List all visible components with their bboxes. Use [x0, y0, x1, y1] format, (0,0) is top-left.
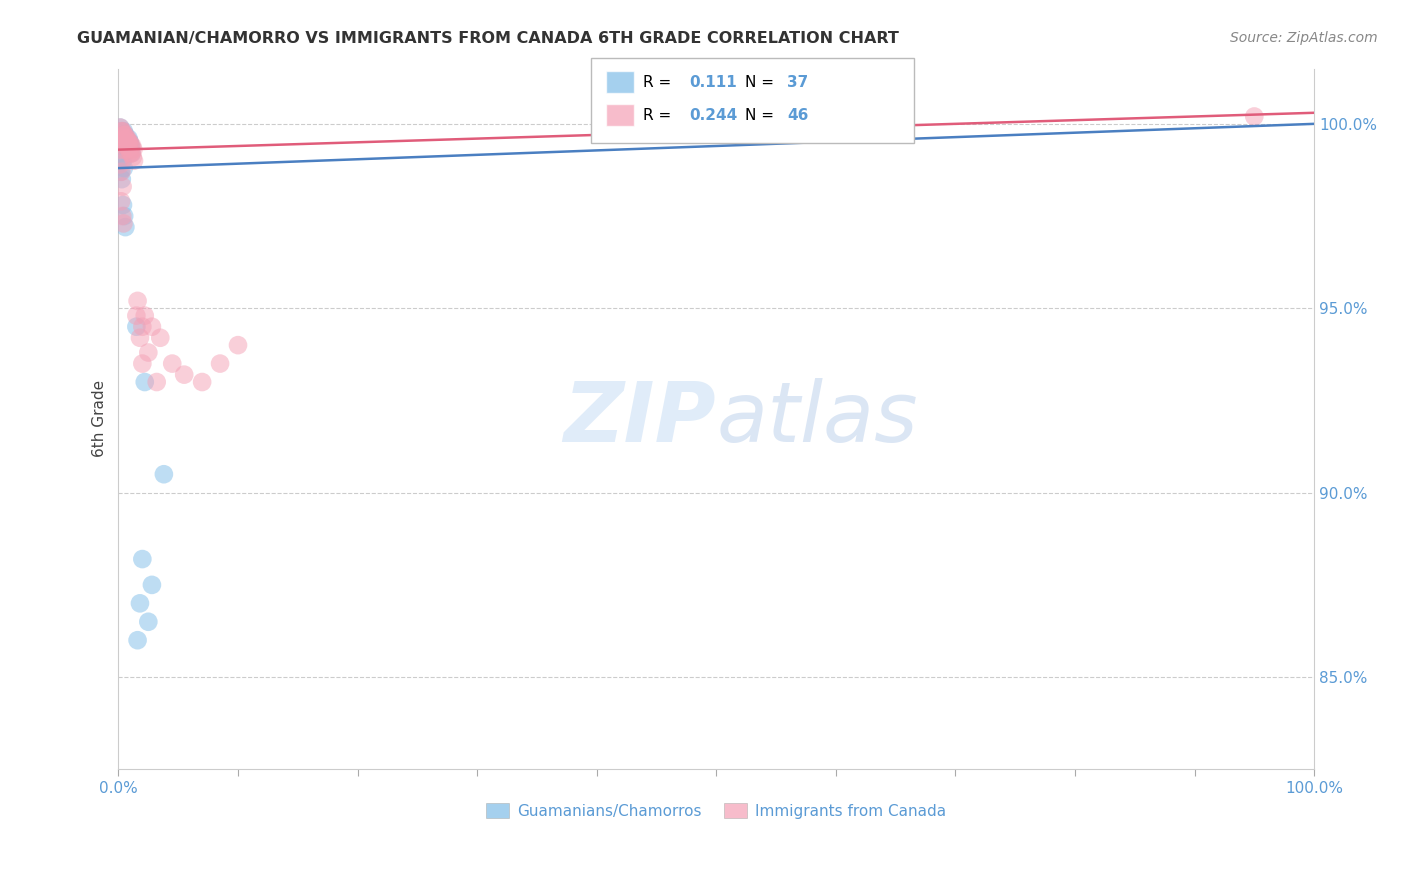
Point — [120, 139, 142, 153]
Point — [112, 216, 135, 230]
Point — [112, 139, 135, 153]
Point — [118, 143, 141, 157]
Point — [114, 220, 136, 235]
Point — [111, 136, 134, 150]
Point — [110, 120, 132, 135]
Point — [112, 124, 135, 138]
Point — [118, 136, 141, 150]
Text: ZIP: ZIP — [564, 378, 716, 459]
Point — [117, 131, 139, 145]
Point — [111, 179, 134, 194]
Point — [112, 139, 135, 153]
Point — [117, 131, 139, 145]
Point — [118, 136, 141, 150]
Text: 0.244: 0.244 — [689, 108, 737, 122]
Point — [117, 136, 139, 150]
Point — [127, 633, 149, 648]
Point — [112, 161, 135, 175]
Point — [125, 309, 148, 323]
Point — [209, 357, 232, 371]
Point — [162, 357, 184, 371]
Point — [111, 153, 134, 168]
Point — [121, 150, 143, 164]
Text: N =: N = — [745, 75, 775, 89]
Point — [122, 153, 145, 168]
Point — [136, 615, 159, 629]
Point — [117, 136, 139, 150]
Point — [131, 552, 153, 566]
Point — [118, 143, 141, 157]
Text: GUAMANIAN/CHAMORRO VS IMMIGRANTS FROM CANADA 6TH GRADE CORRELATION CHART: GUAMANIAN/CHAMORRO VS IMMIGRANTS FROM CA… — [77, 31, 900, 46]
Point — [115, 139, 138, 153]
Text: 0.111: 0.111 — [689, 75, 737, 89]
Point — [191, 375, 214, 389]
Point — [114, 143, 136, 157]
Point — [110, 143, 132, 157]
Point — [120, 139, 142, 153]
Point — [111, 124, 134, 138]
Point — [114, 128, 136, 142]
Point — [110, 131, 132, 145]
Point — [111, 198, 134, 212]
Point — [110, 165, 132, 179]
Point — [173, 368, 195, 382]
Point — [111, 209, 134, 223]
Point — [110, 194, 132, 209]
Point — [115, 131, 138, 145]
Point — [129, 331, 152, 345]
Point — [1243, 110, 1265, 124]
Text: R =: R = — [643, 108, 671, 122]
Text: R =: R = — [643, 75, 671, 89]
Point — [110, 124, 132, 138]
Point — [226, 338, 249, 352]
Point — [112, 128, 135, 142]
Point — [117, 143, 139, 157]
Point — [149, 331, 172, 345]
Point — [121, 146, 143, 161]
Point — [110, 150, 132, 164]
Point — [141, 319, 163, 334]
Point — [112, 131, 135, 145]
Point — [117, 136, 139, 150]
Point — [115, 131, 138, 145]
Point — [114, 128, 136, 142]
Text: Source: ZipAtlas.com: Source: ZipAtlas.com — [1230, 31, 1378, 45]
Point — [145, 375, 167, 389]
Point — [127, 293, 149, 308]
Point — [110, 165, 132, 179]
Point — [115, 139, 138, 153]
Point — [121, 139, 143, 153]
Point — [134, 309, 156, 323]
Point — [110, 146, 132, 161]
Point — [121, 146, 143, 161]
Point — [141, 578, 163, 592]
Point — [111, 128, 134, 142]
Point — [110, 124, 132, 138]
Point — [110, 120, 132, 135]
Point — [136, 345, 159, 359]
Point — [122, 143, 145, 157]
Point — [120, 146, 142, 161]
Text: atlas: atlas — [716, 378, 918, 459]
Point — [112, 131, 135, 145]
Point — [131, 357, 153, 371]
Point — [129, 596, 152, 610]
Point — [111, 136, 134, 150]
Point — [111, 172, 134, 186]
Point — [110, 157, 132, 171]
Y-axis label: 6th Grade: 6th Grade — [93, 380, 107, 458]
Text: 46: 46 — [787, 108, 808, 122]
Point — [131, 319, 153, 334]
Point — [125, 319, 148, 334]
Text: N =: N = — [745, 108, 775, 122]
Point — [120, 139, 142, 153]
Legend: Guamanians/Chamorros, Immigrants from Canada: Guamanians/Chamorros, Immigrants from Ca… — [481, 797, 952, 825]
Point — [112, 209, 135, 223]
Point — [153, 467, 176, 482]
Text: 37: 37 — [787, 75, 808, 89]
Point — [134, 375, 156, 389]
Point — [114, 136, 136, 150]
